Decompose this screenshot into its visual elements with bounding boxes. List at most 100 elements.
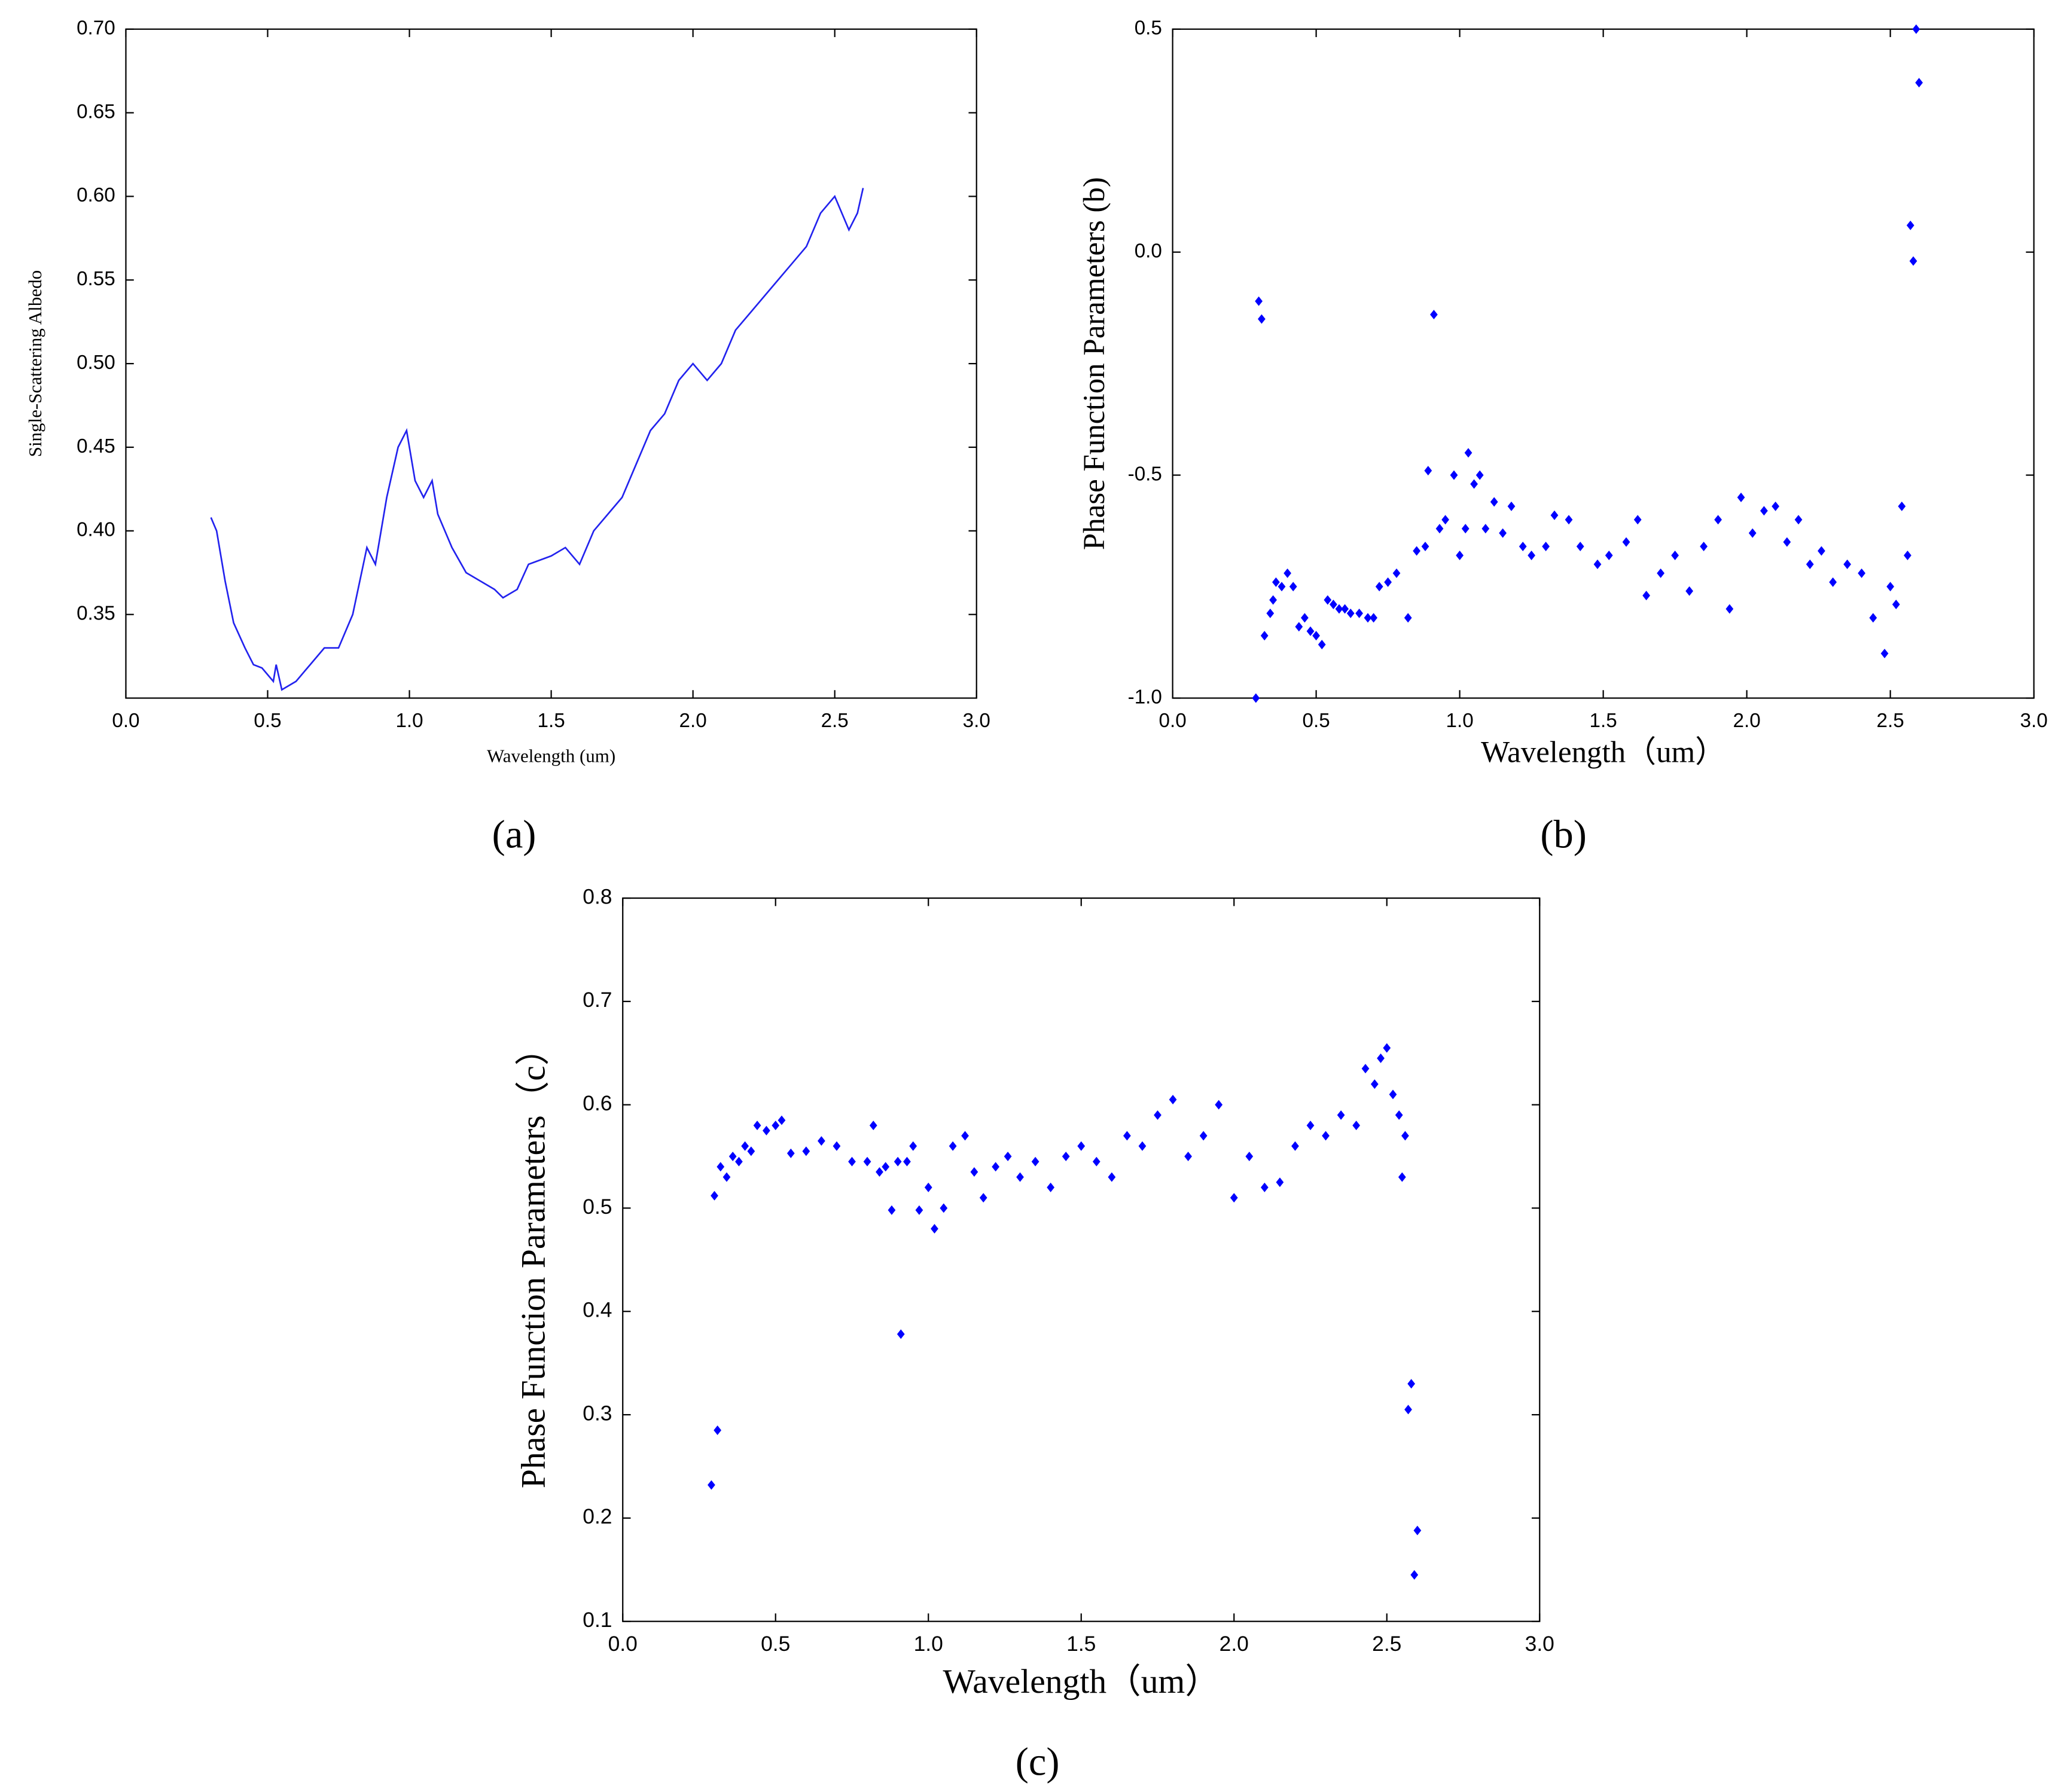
- data-point: [888, 1205, 896, 1215]
- data-point: [1461, 524, 1470, 534]
- y-tick-label: 0.5: [1135, 17, 1162, 39]
- data-point: [722, 1172, 731, 1182]
- data-point: [1252, 693, 1260, 703]
- x-tick-label: 2.0: [679, 710, 707, 732]
- x-tick-label: 0.0: [112, 710, 139, 732]
- data-point: [915, 1205, 923, 1215]
- data-point: [1260, 631, 1269, 641]
- data-point: [1004, 1152, 1012, 1162]
- panel-label: (b): [1540, 813, 1586, 857]
- x-tick-label: 1.5: [1590, 710, 1617, 732]
- data-point: [1404, 613, 1412, 623]
- data-point: [992, 1162, 1000, 1172]
- data-point: [1858, 568, 1865, 578]
- data-point: [1657, 568, 1664, 578]
- data-point: [1289, 582, 1297, 592]
- plot-frame: [1172, 28, 2035, 699]
- data-point: [909, 1141, 917, 1151]
- plot-frame: [125, 28, 977, 699]
- x-tick-label: 0.5: [254, 710, 281, 732]
- data-point: [1435, 524, 1444, 534]
- data-point: [1499, 528, 1507, 538]
- data-point: [1869, 613, 1877, 623]
- data-point: [711, 1190, 718, 1201]
- data-point: [1565, 515, 1573, 525]
- data-point: [1398, 1172, 1406, 1182]
- y-tick-label: 0.70: [77, 17, 115, 39]
- data-point: [1346, 608, 1355, 618]
- data-point: [1395, 1110, 1403, 1120]
- data-point: [1685, 586, 1693, 596]
- data-point: [1291, 1141, 1299, 1151]
- data-point: [882, 1162, 890, 1172]
- y-tick-label: 0.35: [77, 602, 115, 624]
- data-point: [833, 1141, 841, 1151]
- x-tick-label: 1.5: [538, 710, 565, 732]
- plot-frame: [622, 897, 1541, 1622]
- y-tick-label: 0.2: [583, 1504, 612, 1528]
- data-point: [961, 1131, 969, 1141]
- data-point: [1886, 582, 1894, 592]
- y-tick-label: 0.50: [77, 352, 115, 374]
- data-point: [1375, 582, 1383, 592]
- x-tick-label: 2.0: [1733, 710, 1761, 732]
- data-point: [1772, 501, 1779, 511]
- data-point: [1737, 492, 1745, 502]
- data-point: [1355, 608, 1363, 618]
- data-point: [931, 1224, 938, 1234]
- data-point: [1507, 501, 1516, 511]
- data-point: [772, 1121, 780, 1131]
- data-point: [1622, 537, 1630, 547]
- data-point: [1324, 595, 1332, 605]
- data-point: [741, 1141, 749, 1151]
- data-point: [1337, 1110, 1345, 1120]
- y-tick-label: 0.55: [77, 268, 115, 290]
- data-point: [876, 1167, 883, 1177]
- data-point: [1016, 1172, 1024, 1182]
- panel-label: (a): [492, 813, 536, 857]
- data-point: [1383, 1043, 1391, 1053]
- y-tick-label: 0.0: [1135, 240, 1162, 262]
- data-point: [1258, 314, 1266, 324]
- data-point: [1829, 577, 1837, 587]
- data-point: [1278, 582, 1286, 592]
- data-point: [818, 1136, 825, 1146]
- data-point: [1470, 479, 1478, 489]
- data-point: [970, 1167, 978, 1177]
- x-axis-label: Wavelength (um): [487, 745, 615, 766]
- data-point: [1714, 515, 1722, 525]
- data-point: [897, 1329, 905, 1339]
- y-tick-label: -0.5: [1128, 463, 1162, 485]
- data-point: [714, 1425, 722, 1435]
- data-point: [1892, 599, 1900, 609]
- data-point: [1519, 541, 1527, 551]
- data-point: [1092, 1156, 1100, 1167]
- x-tick-label: 0.0: [1159, 710, 1187, 732]
- x-tick-label: 3.0: [1525, 1632, 1554, 1656]
- data-point: [1404, 1405, 1412, 1415]
- x-tick-label: 0.5: [761, 1632, 790, 1656]
- data-point: [1794, 515, 1803, 525]
- data-point: [1077, 1141, 1086, 1151]
- data-point: [1464, 448, 1472, 458]
- y-tick-label: -1.0: [1128, 686, 1162, 708]
- data-point: [1542, 541, 1550, 551]
- data-point: [1880, 648, 1889, 658]
- data-point: [1284, 568, 1291, 578]
- data-point: [1123, 1131, 1131, 1141]
- panel-label: (c): [1016, 1740, 1060, 1784]
- data-point: [1906, 220, 1914, 230]
- data-point: [1593, 559, 1602, 569]
- data-point: [802, 1146, 810, 1156]
- y-tick-label: 0.8: [583, 884, 612, 908]
- data-point: [1389, 1089, 1397, 1100]
- data-point: [1169, 1095, 1177, 1104]
- data-point: [1352, 1121, 1361, 1131]
- data-point: [1364, 613, 1372, 623]
- data-point: [1725, 604, 1734, 614]
- data-point: [1184, 1152, 1192, 1162]
- x-tick-label: 1.0: [1446, 710, 1474, 732]
- data-point: [1700, 541, 1708, 551]
- y-tick-label: 0.7: [583, 988, 612, 1012]
